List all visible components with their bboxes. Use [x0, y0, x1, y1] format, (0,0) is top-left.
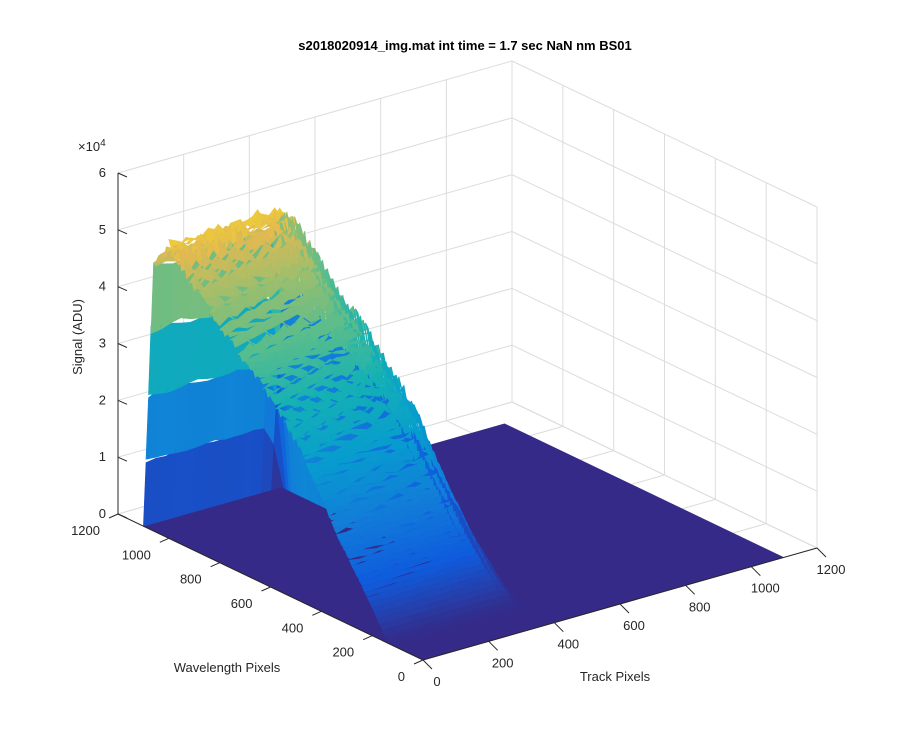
z-tick-mark: [117, 343, 128, 348]
z-tick-label: 2: [99, 392, 106, 407]
z-tick-mark: [117, 172, 128, 178]
z-tick-label: 3: [99, 336, 106, 351]
x-tick-mark: [750, 566, 761, 577]
y-tick-mark: [261, 586, 271, 592]
y-tick-mark: [108, 513, 119, 519]
y-axis-label: Wavelength Pixels: [174, 660, 281, 675]
x-tick-mark: [422, 659, 433, 670]
y-tick-mark: [362, 635, 373, 641]
x-tick-label: 400: [557, 637, 579, 652]
y-tick-label: 1000: [122, 547, 151, 562]
z-tick-mark: [117, 513, 128, 519]
grid-line: [117, 117, 513, 231]
x-tick-mark: [685, 584, 696, 595]
z-tick-label: 4: [99, 279, 106, 294]
surface-plot: [143, 207, 785, 660]
z-tick-mark: [117, 286, 128, 292]
grid-line: [511, 174, 818, 322]
x-tick-label: 200: [492, 655, 514, 670]
x-tick-label: 1000: [751, 581, 780, 596]
grid-line: [117, 60, 513, 174]
x-tick-mark: [488, 640, 499, 651]
grid-line: [511, 60, 818, 208]
grid-line: [511, 287, 818, 435]
y-tick-mark: [413, 659, 424, 665]
y-tick-label: 800: [180, 572, 202, 587]
z-tick-mark: [117, 456, 128, 462]
y-tick-label: 600: [231, 596, 253, 611]
x-tick-mark: [619, 603, 630, 614]
x-tick-label: 600: [623, 618, 645, 633]
labels: s2018020914_img.mat int time = 1.7 sec N…: [70, 38, 651, 684]
axes: 0200400600800100012000200400600800100012…: [71, 165, 845, 689]
z-tick-mark: [117, 229, 128, 235]
y-tick-label: 0: [398, 669, 405, 684]
x-tick-label: 800: [689, 599, 711, 614]
y-tick-mark: [210, 562, 220, 568]
z-tick-label: 1: [99, 449, 106, 464]
y-tick-mark: [159, 537, 170, 543]
x-tick-label: 0: [433, 674, 440, 689]
x-tick-mark: [816, 547, 827, 558]
x-axis-label: Track Pixels: [580, 669, 651, 684]
z-tick-label: 5: [99, 222, 106, 237]
x-tick-mark: [553, 622, 564, 633]
chart-title: s2018020914_img.mat int time = 1.7 sec N…: [298, 38, 632, 53]
x-tick-label: 1200: [817, 562, 846, 577]
z-tick-label: 6: [99, 165, 106, 180]
y-tick-label: 400: [282, 620, 304, 635]
z-axis-label: Signal (ADU): [70, 299, 85, 375]
y-tick-mark: [312, 610, 322, 616]
grid-line: [511, 344, 818, 492]
grid-line: [511, 117, 818, 265]
z-exponent-label: ×104: [78, 138, 106, 154]
grid-line: [511, 231, 818, 378]
y-tick-label: 1200: [71, 523, 100, 538]
z-tick-label: 0: [99, 506, 106, 521]
surface-patch: [519, 605, 534, 610]
z-tick-mark: [117, 399, 128, 405]
y-tick-label: 200: [332, 645, 354, 660]
